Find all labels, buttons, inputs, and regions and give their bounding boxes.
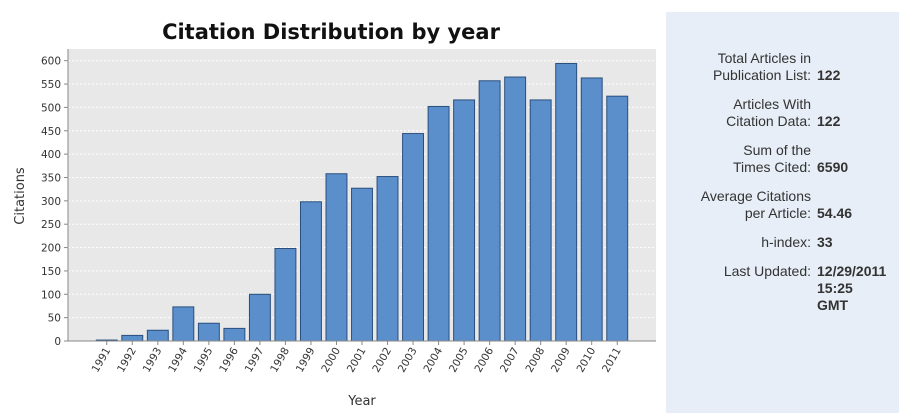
x-tick-label: 1995 [192,346,216,375]
x-tick-label: 2010 [575,346,599,375]
bar-1993 [146,329,169,342]
stat-h-index: h-index: 33 [666,234,899,251]
x-tick-label: 1991 [90,346,114,375]
citation-stats-panel: Total Articles in Publication List: 122 … [666,12,899,413]
bar-2004 [427,105,450,342]
stat-articles-with-data: Articles With Citation Data: 122 [666,96,899,130]
stat-value: 6590 [817,159,849,175]
x-axis-ticks: 1991 1992 1993 1994 1995 1996 1997 1998 1999 2000… [90,341,624,375]
y-tick-label: 400 [41,149,61,161]
stat-label: Sum of the Times Cited: [732,142,811,175]
y-tick-label: 200 [41,243,61,255]
stat-total-articles: Total Articles in Publication List: 122 [666,50,899,84]
stat-sum-times-cited: Sum of the Times Cited: 6590 [666,142,899,176]
bar-1992 [121,334,144,342]
x-tick-label: 2005 [447,346,471,375]
bar-2002 [376,176,399,342]
y-axis-label: Citations [13,167,28,225]
x-tick-label: 2011 [600,346,624,375]
x-tick-label: 1996 [217,345,241,374]
bar-1996 [223,327,246,342]
bar-2001 [351,187,373,342]
x-axis-label: Year [347,394,376,409]
stat-value: 122 [817,113,841,129]
y-tick-label: 350 [41,172,61,184]
bar-1995 [197,322,220,342]
x-tick-label: 1994 [166,345,190,374]
x-tick-label: 2003 [396,346,420,375]
y-tick-label: 50 [48,313,61,325]
stat-label: Average Citations per Article: [700,188,811,221]
y-tick-label: 500 [41,102,61,114]
bar-2006 [478,80,501,342]
stat-label: h-index: [761,234,811,250]
x-tick-label: 1998 [268,346,292,375]
bar-2008 [529,99,552,342]
chart-title: Citation Distribution by year [162,20,501,44]
x-tick-label: 2001 [345,346,369,375]
stat-label: Articles With Citation Data: [726,96,811,129]
y-tick-label: 600 [41,56,61,68]
bar-1999 [299,201,322,342]
bars [95,62,629,342]
bar-2010 [580,77,603,342]
stat-value: 122 [817,67,841,83]
x-tick-label: 1992 [115,346,139,375]
bar-2000 [325,173,348,342]
x-tick-label: 1999 [294,346,318,375]
stat-label: Total Articles in Publication List: [712,50,811,83]
bar-2005 [453,99,476,342]
y-tick-label: 550 [41,79,61,91]
x-tick-label: 2007 [498,346,522,375]
bar-1994 [172,306,195,342]
stat-value: 12/29/2011 15:25 GMT [817,263,887,313]
bar-2003 [402,133,425,342]
stat-average-citations: Average Citations per Article: 54.46 [666,188,899,222]
x-tick-label: 1993 [141,346,165,375]
y-tick-label: 100 [41,289,61,301]
y-tick-label: 250 [41,219,61,231]
y-tick-label: 450 [41,126,61,138]
stat-label: Last Updated: [723,263,811,279]
y-axis-ticks: 0 50 100 150 200 250 300 350 400 450 500 550 600 [41,56,68,348]
x-tick-label: 2009 [549,346,573,375]
bar-1997 [248,293,271,342]
x-tick-label: 2008 [524,346,548,375]
bar-1998 [274,247,297,342]
x-tick-label: 2000 [319,346,343,375]
y-tick-label: 0 [54,336,61,348]
stat-value: 33 [817,234,833,250]
stat-last-updated: Last Updated: 12/29/2011 15:25 GMT [666,263,899,314]
citation-chart: Citation Distribution by year 0 50 100 150 2… [13,20,656,409]
y-tick-label: 150 [41,266,61,278]
x-tick-label: 2004 [421,345,445,374]
y-tick-label: 300 [41,196,61,208]
x-tick-label: 2002 [370,346,394,375]
x-tick-label: 1997 [243,346,267,375]
bar-2009 [555,62,578,342]
bar-2007 [504,76,527,342]
stat-value: 54.46 [817,205,853,221]
bar-2011 [606,95,629,342]
x-tick-label: 2006 [472,345,496,374]
